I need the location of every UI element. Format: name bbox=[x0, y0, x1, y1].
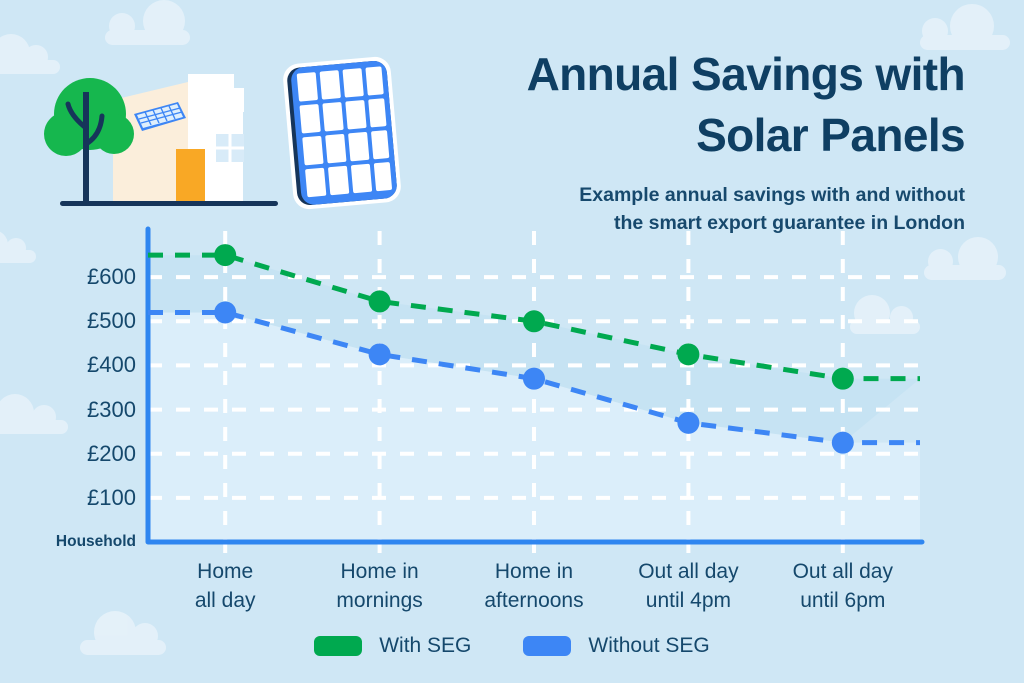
y-axis-tick-label: £600 bbox=[87, 264, 136, 290]
x-axis-tick-label-line: Home in bbox=[494, 560, 574, 583]
chart-axes bbox=[145, 226, 925, 545]
y-axis-tick-label: £400 bbox=[87, 352, 136, 378]
cloud-icon bbox=[0, 34, 60, 74]
page-title-line-2: Solar Panels bbox=[696, 109, 966, 162]
x-axis-tick-label: Out all day until 6pm bbox=[743, 558, 943, 615]
y-axis-labels: £100 £200 £300 £400 £500 £600 Household bbox=[32, 0, 136, 683]
page-subtitle: Example annual savings with and without … bbox=[430, 182, 965, 237]
page-title-line-1: Annual Savings with bbox=[526, 48, 966, 100]
title-block: Annual Savings with Solar Panels Example… bbox=[430, 44, 966, 238]
page-subtitle-line-1: Example annual savings with and without bbox=[579, 184, 965, 207]
y-axis-tick-label: £100 bbox=[87, 484, 136, 510]
legend-label: Without SEG bbox=[588, 634, 710, 657]
x-axis-tick-label-line: Out all day bbox=[638, 560, 739, 583]
x-axis-tick-label-line: Home in bbox=[340, 560, 419, 583]
y-axis-tick-label: £200 bbox=[87, 440, 136, 466]
y-axis-tick-label: £500 bbox=[87, 308, 136, 334]
x-axis-tick-label: Home all day bbox=[125, 558, 325, 615]
x-axis-tick-label: Out all day until 4pm bbox=[588, 558, 788, 615]
cloud-icon bbox=[80, 611, 166, 655]
cloud-icon bbox=[850, 295, 920, 334]
x-axis-tick-label-line: afternoons bbox=[484, 588, 584, 612]
cloud-icon bbox=[0, 394, 68, 434]
page-subtitle-line-2: the smart export guarantee in London bbox=[613, 212, 965, 235]
x-axis-labels: Home all day Home in mornings Home in afterno… bbox=[0, 558, 1024, 618]
legend-item[interactable]: With SEG bbox=[314, 634, 471, 658]
x-axis-tick-label-line: all day bbox=[194, 588, 256, 612]
cloud-icon bbox=[924, 237, 1006, 280]
house-chimney bbox=[228, 88, 244, 112]
legend-label: With SEG bbox=[379, 634, 472, 657]
chart-series-group bbox=[148, 244, 920, 454]
x-axis-tick-label: Home in mornings bbox=[280, 558, 480, 615]
chart-area-fills bbox=[148, 255, 920, 542]
y-axis-tick-label: £300 bbox=[87, 396, 136, 422]
y-axis-baseline-label: Household bbox=[55, 533, 136, 550]
ground-line-icon bbox=[60, 201, 278, 206]
house-door bbox=[176, 149, 205, 204]
roof-solar-panel-icon bbox=[134, 102, 186, 131]
x-axis-tick-label: Home in afternoons bbox=[434, 558, 634, 615]
legend-color-swatch bbox=[314, 636, 363, 656]
cloud-icon bbox=[920, 4, 1010, 50]
chart-legend: With SEG Without SEG bbox=[0, 634, 1024, 658]
house-roof-ridge bbox=[188, 74, 234, 82]
x-axis-tick-label-line: Home bbox=[197, 560, 254, 583]
legend-color-swatch bbox=[523, 636, 572, 656]
cloud-icon bbox=[0, 230, 36, 263]
cloud-icon bbox=[105, 0, 190, 45]
solar-panel-icon bbox=[283, 56, 401, 210]
x-axis-tick-label-line: until 6pm bbox=[800, 588, 886, 612]
tree-icon bbox=[44, 78, 134, 204]
chart-gridlines bbox=[148, 231, 922, 562]
x-axis-tick-label-line: Out all day bbox=[792, 560, 893, 583]
x-axis-tick-label-line: until 4pm bbox=[645, 588, 731, 612]
house-illustration bbox=[44, 74, 278, 206]
legend-item[interactable]: Without SEG bbox=[523, 634, 710, 658]
x-axis-tick-label-line: mornings bbox=[336, 588, 423, 612]
